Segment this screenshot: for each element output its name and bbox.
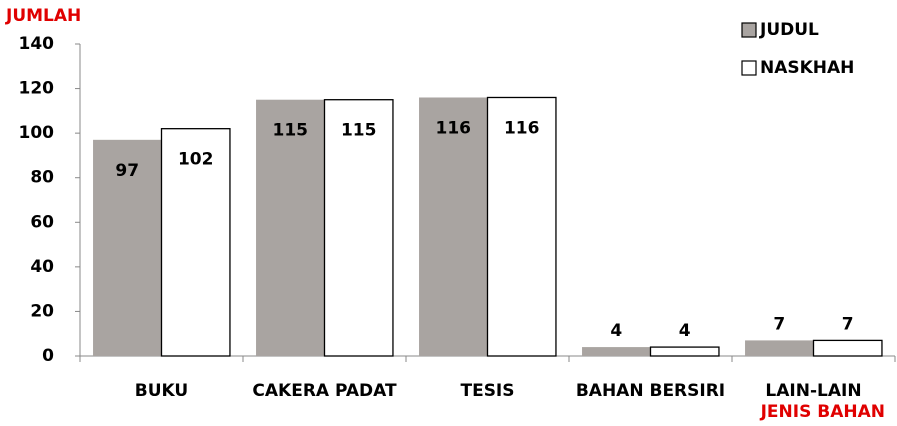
data-label: 102 (178, 150, 214, 170)
bar (419, 97, 488, 356)
legend-label: JUDUL (759, 20, 819, 40)
legend-label: NASKHAH (760, 58, 854, 78)
bar (649, 346, 720, 357)
data-label: 4 (610, 321, 622, 341)
bar (93, 139, 162, 356)
x-tick-label: TESIS (460, 381, 514, 401)
legend-swatch (741, 60, 757, 76)
bar (486, 96, 557, 357)
bar (745, 340, 814, 356)
y-tick-label: 60 (30, 212, 54, 232)
legend-swatch (741, 22, 757, 38)
x-tick-label: LAIN-LAIN (765, 381, 861, 401)
x-axis-title: JENIS BAHAN (760, 402, 885, 422)
y-tick-label: 100 (19, 123, 55, 143)
data-label: 97 (115, 161, 139, 181)
data-label: 116 (504, 118, 540, 138)
x-tick-label: CAKERA PADAT (252, 381, 397, 401)
bar (812, 339, 883, 357)
y-tick-label: 140 (19, 34, 55, 54)
x-tick-label: BUKU (135, 381, 188, 401)
y-tick-label: 0 (42, 346, 54, 366)
data-label: 7 (773, 314, 785, 334)
bar (323, 99, 394, 357)
y-axis-title: JUMLAH (5, 6, 81, 26)
bar (160, 128, 231, 357)
y-tick-label: 40 (30, 257, 54, 277)
bar (256, 99, 325, 356)
data-label: 116 (436, 118, 472, 138)
data-label: 7 (842, 314, 854, 334)
y-tick-label: 20 (30, 301, 54, 321)
data-label: 115 (273, 121, 309, 141)
data-label: 115 (341, 121, 377, 141)
data-label: 4 (679, 321, 691, 341)
y-tick-label: 120 (19, 79, 55, 99)
bar (582, 347, 651, 356)
x-tick-label: BAHAN BERSIRI (576, 381, 725, 401)
y-tick-label: 80 (30, 168, 54, 188)
